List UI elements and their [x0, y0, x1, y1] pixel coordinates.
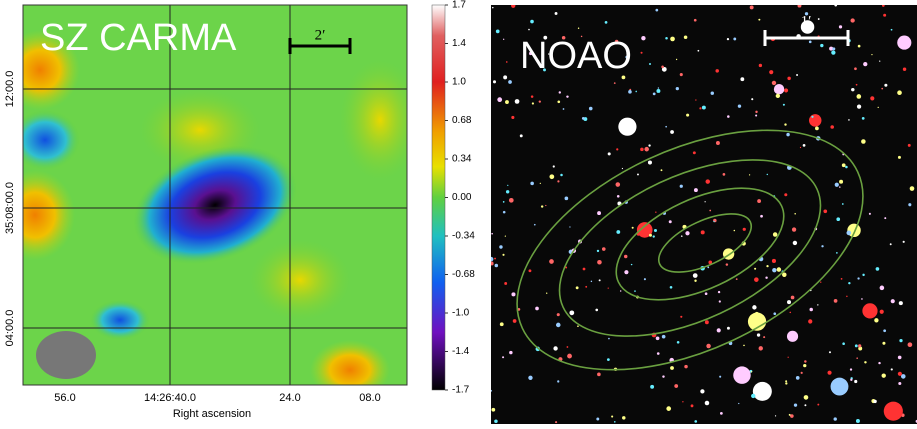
scale-label: 2′: [315, 27, 326, 43]
y-tick-label: 04:00.0: [4, 310, 16, 347]
scale-label: 1′: [801, 13, 812, 29]
colorbar-tick-label: -1.0: [452, 308, 470, 319]
figure: SZ CARMA 2′ 56.0 14:26:40.0 24.0 08.0 Right…: [0, 0, 917, 424]
x-axis-label: Right ascension: [173, 408, 251, 420]
x-tick-label: 14:26:40.0: [144, 392, 196, 404]
colorbar-tick-label: 0.34: [452, 154, 472, 165]
panel-title: SZ CARMA: [40, 17, 237, 59]
colorbar-tick-label: -0.34: [452, 231, 475, 242]
y-tick-label: 12:00.0: [4, 71, 16, 108]
sz-map: [0, 5, 420, 400]
colorbar-tick-label: 0.00: [452, 192, 472, 203]
colorbar: [432, 5, 445, 390]
panel-title: NOAO: [520, 35, 632, 77]
colorbar-tick-label: -1.7: [452, 385, 470, 396]
colorbar-tick-label: 1.0: [452, 77, 466, 88]
colorbar-tick-label: 0.68: [452, 115, 472, 126]
x-tick-label: 56.0: [54, 392, 75, 404]
x-tick-label: 08.0: [359, 392, 380, 404]
y-tick-label: 35:08:00.0: [4, 182, 16, 234]
colorbar-tick-label: -1.4: [452, 346, 470, 357]
colorbar-tick-label: -0.68: [452, 269, 475, 280]
colorbar-tick-label: 1.7: [452, 0, 466, 11]
x-tick-label: 24.0: [279, 392, 300, 404]
colorbar-tick-label: 1.4: [452, 38, 466, 49]
